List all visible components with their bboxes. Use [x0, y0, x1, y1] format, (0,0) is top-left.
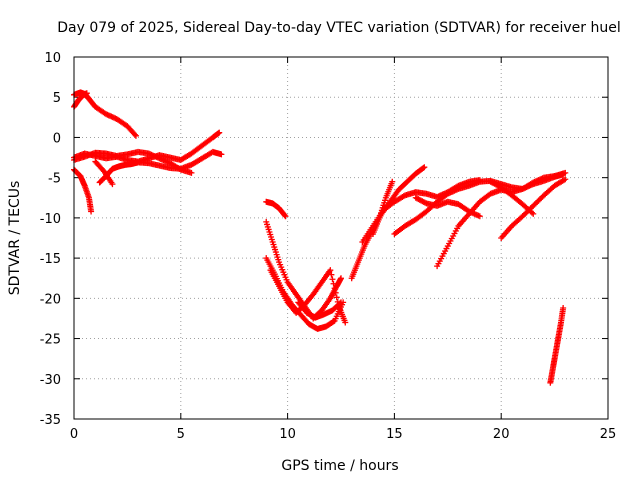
data-point	[530, 210, 537, 217]
data-point	[109, 181, 116, 188]
data-point	[562, 176, 569, 183]
data-point	[329, 276, 336, 283]
y-tick-label: -5	[48, 172, 61, 187]
data-point	[83, 90, 90, 97]
x-tick-label: 20	[493, 427, 510, 442]
y-tick-label: 10	[44, 51, 61, 66]
data-point	[218, 151, 225, 158]
y-tick-label: -30	[40, 373, 61, 388]
data-point	[216, 129, 223, 136]
series-track-k	[267, 267, 349, 326]
chart-title: Day 079 of 2025, Sidereal Day-to-day VTE…	[57, 20, 620, 36]
data-point	[336, 300, 343, 307]
data-point	[389, 178, 396, 185]
data-point	[88, 208, 95, 215]
series-track-f	[96, 148, 225, 186]
x-tick-label: 10	[279, 427, 296, 442]
data-point	[342, 319, 349, 326]
data-point	[332, 289, 339, 296]
series-track-a	[71, 89, 139, 139]
data-point	[560, 171, 567, 178]
data-point	[188, 169, 195, 176]
data-point	[327, 267, 334, 274]
data-point	[476, 213, 483, 220]
axis-ticks: 0 5 10 15 20 25 10 5 0 -5 -10 -15 -20 -25 -30 -35	[40, 51, 617, 442]
data-point	[560, 304, 567, 311]
series-track-q	[412, 194, 483, 220]
data-point	[420, 165, 427, 172]
x-tick-label: 5	[177, 427, 185, 442]
data-point	[528, 209, 535, 216]
data-point	[331, 285, 338, 292]
x-tick-label: 25	[600, 427, 617, 442]
x-tick-label: 15	[386, 427, 403, 442]
x-tick-label: 0	[70, 427, 78, 442]
series-track-g	[92, 158, 116, 188]
series-track-u	[547, 304, 567, 386]
data-point	[132, 132, 139, 139]
series-track-t	[498, 176, 569, 241]
data-point	[328, 271, 335, 278]
series-track-l	[295, 299, 344, 321]
plot-frame	[73, 56, 609, 420]
y-tick-label: -25	[40, 333, 61, 348]
y-tick-label: 0	[53, 131, 61, 146]
data-point	[421, 164, 428, 171]
data-point	[330, 318, 337, 325]
y-tick-label: -35	[40, 413, 61, 428]
data-point	[131, 131, 138, 138]
data-point	[282, 213, 289, 220]
y-tick-label: -20	[40, 292, 61, 307]
series-track-r	[434, 171, 567, 270]
data-point	[330, 280, 337, 287]
y-tick-label: -10	[40, 212, 61, 227]
y-tick-label: -15	[40, 252, 61, 267]
data-point	[333, 294, 340, 301]
series-track-o	[370, 178, 396, 237]
data-point	[338, 275, 344, 282]
data-point	[338, 299, 344, 306]
data-points	[71, 89, 569, 386]
series-track-c	[71, 166, 95, 215]
data-point	[281, 212, 288, 219]
data-point	[400, 193, 407, 200]
series-track-h	[263, 198, 289, 220]
y-axis-label: SDTVAR / TECUs	[7, 181, 23, 296]
y-tick-label: 5	[53, 91, 61, 106]
x-axis-label: GPS time / hours	[281, 458, 398, 474]
data-point	[422, 199, 429, 206]
data-point	[560, 177, 567, 184]
